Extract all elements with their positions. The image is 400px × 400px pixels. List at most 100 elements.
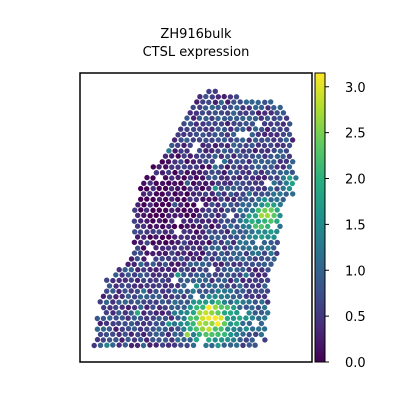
expression-spot <box>215 104 221 111</box>
expression-spot <box>122 310 128 316</box>
expression-spot <box>150 185 156 192</box>
expression-spot <box>162 218 168 224</box>
expression-spot <box>240 320 246 327</box>
expression-spot <box>122 288 128 294</box>
expression-spot <box>249 305 255 311</box>
expression-spot <box>110 331 116 337</box>
expression-spot <box>215 277 222 283</box>
expression-spot <box>113 272 119 278</box>
expression-spot <box>215 137 221 143</box>
expression-spot <box>199 110 206 116</box>
expression-spot <box>122 342 128 348</box>
expression-spot <box>169 196 175 202</box>
expression-spot <box>271 256 277 262</box>
expression-spot <box>156 239 162 246</box>
expression-spot <box>144 294 150 300</box>
expression-spot <box>246 148 252 154</box>
expression-spot <box>261 142 268 149</box>
expression-spot <box>138 185 144 192</box>
expression-spot <box>190 126 197 133</box>
expression-spot <box>141 267 147 273</box>
expression-spot <box>159 212 166 219</box>
expression-spot <box>265 223 271 230</box>
expression-spot <box>259 137 265 143</box>
expression-spot <box>280 110 287 116</box>
expression-spot <box>97 299 103 305</box>
expression-spot <box>162 326 168 332</box>
expression-spot <box>113 304 119 311</box>
expression-spot <box>206 110 212 116</box>
expression-spot <box>280 121 286 127</box>
expression-spot <box>231 175 237 181</box>
expression-spot <box>206 175 212 181</box>
expression-spot <box>144 229 150 235</box>
expression-spot <box>132 207 138 213</box>
expression-spot <box>193 315 200 321</box>
expression-spot <box>218 239 224 246</box>
expression-spot <box>261 250 268 256</box>
expression-spot <box>203 310 209 316</box>
expression-spot <box>166 310 172 316</box>
expression-spot <box>193 153 200 159</box>
expression-spot <box>209 126 215 132</box>
expression-spot <box>249 153 256 159</box>
expression-spot <box>218 164 224 170</box>
expression-spot <box>283 169 290 176</box>
expression-spot <box>156 272 162 278</box>
expression-spot <box>224 250 230 256</box>
expression-spot <box>197 126 203 132</box>
expression-spot <box>262 153 268 159</box>
expression-spot <box>203 137 209 143</box>
expression-spot <box>237 304 243 311</box>
expression-spot <box>215 342 221 349</box>
expression-spot <box>178 137 184 143</box>
expression-spot <box>234 148 240 154</box>
expression-spot <box>237 164 243 170</box>
expression-spot <box>221 224 228 230</box>
expression-spot <box>259 148 265 154</box>
expression-spot <box>203 245 209 251</box>
expression-spot <box>255 164 262 170</box>
expression-spot <box>147 202 153 208</box>
expression-spot <box>212 304 219 310</box>
expression-spot <box>218 142 225 148</box>
expression-spot <box>116 331 122 338</box>
expression-spot <box>187 228 193 235</box>
expression-spot <box>196 223 203 230</box>
expression-spot <box>110 299 116 305</box>
expression-spot <box>222 180 228 186</box>
expression-spot <box>246 342 252 348</box>
expression-spot <box>243 326 249 332</box>
expression-spot <box>159 320 166 327</box>
expression-spot <box>163 240 169 246</box>
expression-spot <box>153 170 160 176</box>
expression-spot <box>202 105 209 111</box>
expression-spot <box>156 315 162 322</box>
expression-spot <box>261 174 268 181</box>
expression-spot <box>138 196 144 202</box>
expression-spot <box>150 228 156 235</box>
expression-spot <box>193 283 200 289</box>
expression-spot <box>212 174 218 181</box>
expression-spot <box>212 229 218 235</box>
expression-spot <box>153 180 159 186</box>
expression-spot <box>218 121 225 127</box>
expression-spot <box>106 337 113 343</box>
expression-spot <box>184 158 190 165</box>
expression-spot <box>212 185 218 191</box>
expression-spot <box>227 342 234 348</box>
expression-spot <box>234 331 240 338</box>
expression-spot <box>228 277 234 284</box>
expression-spot <box>131 283 138 289</box>
expression-spot <box>190 159 197 165</box>
expression-spot <box>237 229 243 235</box>
expression-spot <box>237 142 243 149</box>
expression-spot <box>131 250 138 256</box>
expression-spot <box>261 121 268 127</box>
expression-spot <box>252 277 259 283</box>
expression-spot <box>166 321 172 327</box>
expression-spot <box>209 180 215 186</box>
expression-spot <box>203 158 209 165</box>
expression-spot <box>147 320 153 327</box>
expression-spot <box>190 104 196 111</box>
